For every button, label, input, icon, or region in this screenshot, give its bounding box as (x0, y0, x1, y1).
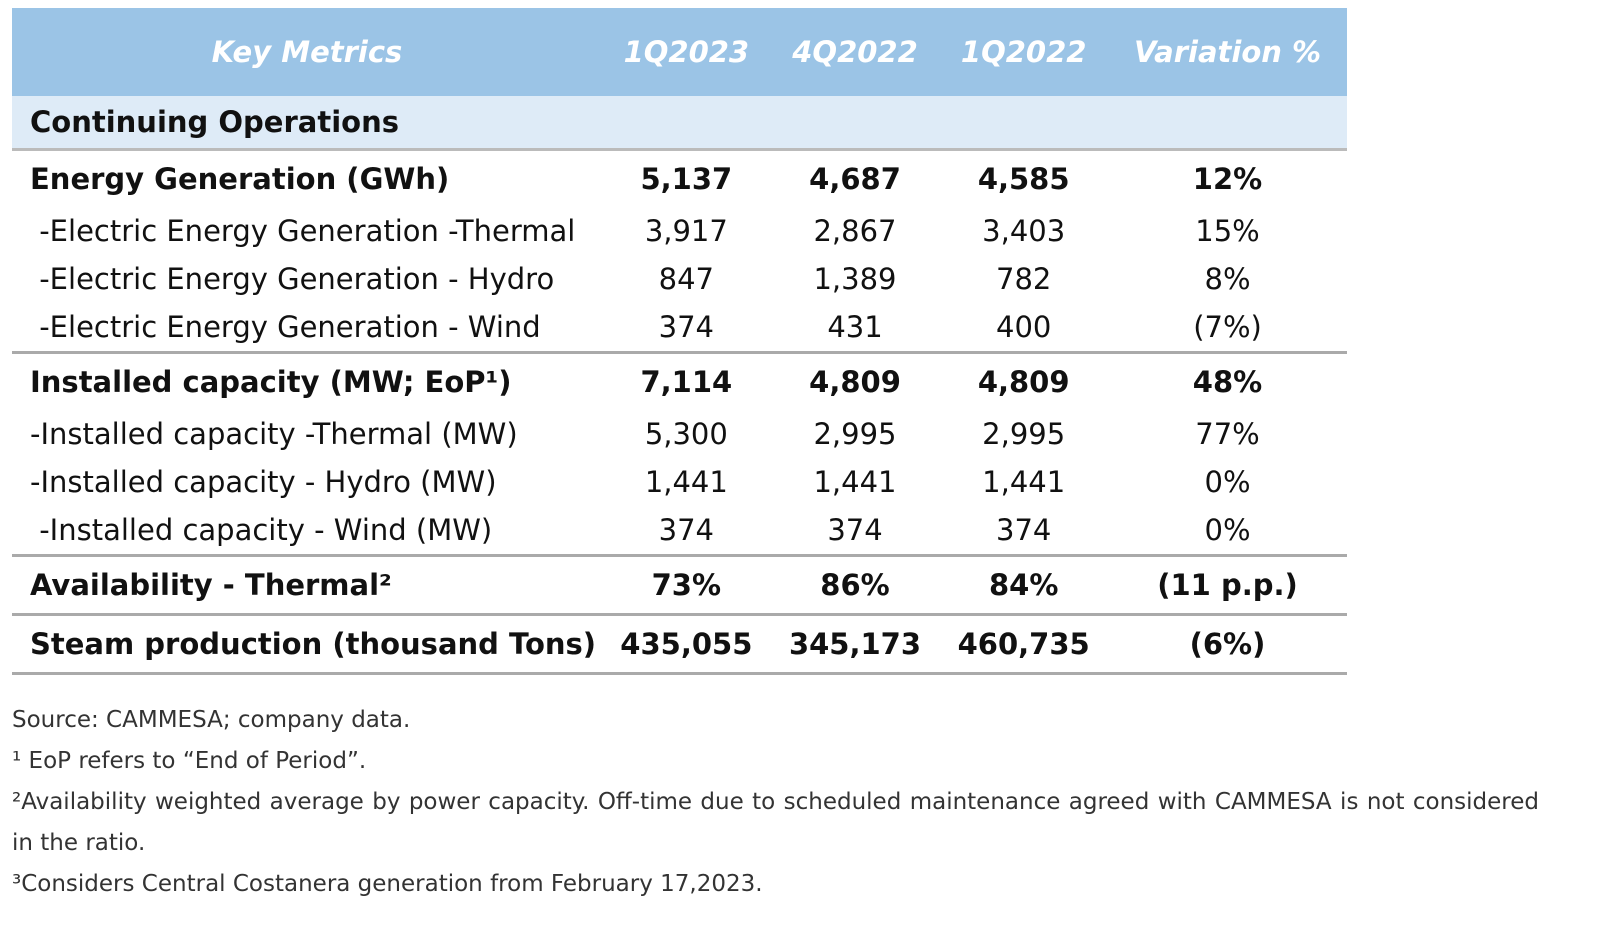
row-label: -Installed capacity - Wind (MW) (30, 513, 493, 547)
table-row: -Installed capacity - Wind (MW) 374 374 374… (12, 506, 1347, 556)
header-cell: 1Q2023 (602, 8, 771, 96)
table-body: Continuing Operations Energy Generation … (12, 96, 1347, 675)
row-label: Steam production (thousand Tons) (12, 613, 602, 675)
value-cell: 8% (1204, 262, 1251, 296)
value-cell: 4,687 (809, 162, 901, 196)
table-row: -Electric Energy Generation - Hydro 847 1,… (12, 255, 1347, 303)
footnote: ²Availability weighted average by power … (12, 789, 1539, 856)
header-cell: 1Q2022 (939, 8, 1109, 96)
value-cell: 4,809 (939, 351, 1109, 410)
row-label: -Electric Energy Generation -Thermal (30, 214, 576, 248)
value-cell: 374 (658, 310, 715, 344)
value-cell: (11 p.p.) (1108, 554, 1347, 615)
footnote: ³Considers Central Costanera generation … (12, 871, 763, 897)
value-cell: 345,173 (770, 613, 940, 675)
value-cell: 435,055 (602, 613, 771, 675)
value-cell: 431 (827, 310, 883, 344)
table-row: Availability - Thermal² 73% 86% 84% (11 p.p.… (12, 554, 1347, 615)
section-label: Continuing Operations (12, 96, 1347, 151)
value-cell: 2,867 (813, 214, 897, 248)
header-row: Key Metrics 1Q2023 4Q2022 1Q2022 Variation % (12, 8, 1347, 96)
row-label: -Electric Energy Generation - Hydro (30, 262, 555, 296)
value-cell: 15% (1195, 214, 1260, 248)
value-cell: 0% (1204, 513, 1251, 547)
row-label: -Installed capacity - Hydro (MW) (30, 465, 497, 499)
value-cell: 1,441 (644, 465, 728, 499)
value-cell: 400 (996, 310, 1052, 344)
table-row: -Installed capacity - Hydro (MW) 1,441 1,4… (12, 458, 1347, 506)
value-cell: 847 (658, 262, 715, 296)
value-cell: (7%) (1193, 310, 1262, 344)
value-cell: 0% (1204, 465, 1251, 499)
value-cell: 4,809 (770, 351, 940, 410)
header-cell: Variation % (1108, 8, 1347, 96)
header-cell: 4Q2022 (770, 8, 940, 96)
table-row: -Electric Energy Generation - Wind 374 431… (12, 303, 1347, 353)
value-cell: 5,137 (640, 162, 733, 196)
value-cell: 374 (996, 513, 1052, 547)
value-cell: (6%) (1108, 613, 1347, 675)
value-cell: 374 (827, 513, 883, 547)
value-cell: 12% (1192, 162, 1263, 196)
value-cell: 460,735 (939, 613, 1109, 675)
footnotes: Source: CAMMESA; company data. ¹ EoP refe… (12, 700, 1539, 905)
value-cell: 374 (658, 513, 715, 547)
value-cell: 84% (939, 554, 1109, 615)
table-row: -Electric Energy Generation -Thermal 3,91… (12, 207, 1347, 255)
value-cell: 86% (770, 554, 940, 615)
table-row: Installed capacity (MW; EoP¹) 7,114 4,809 4… (12, 351, 1347, 410)
row-label: -Electric Energy Generation - Wind (30, 310, 541, 344)
row-label: -Installed capacity -Thermal (MW) (30, 417, 518, 451)
row-label: Availability - Thermal² (12, 554, 602, 615)
value-cell: 1,389 (813, 262, 897, 296)
table-row: -Installed capacity -Thermal (MW) 5,300 2,… (12, 410, 1347, 458)
metrics-table: Key Metrics 1Q2023 4Q2022 1Q2022 Variation %… (12, 8, 1347, 675)
row-label: Energy Generation (GWh) (30, 162, 450, 196)
value-cell: 2,995 (813, 417, 897, 451)
value-cell: 4,585 (977, 162, 1070, 196)
footnote: Source: CAMMESA; company data. (12, 707, 411, 733)
value-cell: 5,300 (644, 417, 728, 451)
value-cell: 73% (602, 554, 771, 615)
footnote: ¹ EoP refers to “End of Period”. (12, 748, 367, 774)
value-cell: 1,441 (813, 465, 897, 499)
row-label: Installed capacity (MW; EoP¹) (12, 351, 602, 410)
value-cell: 782 (996, 262, 1052, 296)
value-cell: 77% (1195, 417, 1260, 451)
section-row: Continuing Operations (12, 96, 1347, 151)
value-cell: 2,995 (982, 417, 1066, 451)
value-cell: 3,403 (982, 214, 1066, 248)
header-cell: Key Metrics (12, 8, 602, 96)
value-cell: 7,114 (602, 351, 771, 410)
value-cell: 1,441 (982, 465, 1066, 499)
value-cell: 3,917 (644, 214, 728, 248)
value-cell: 48% (1108, 351, 1347, 410)
table-row: Energy Generation (GWh) 5,137 4,687 4,585 12… (12, 150, 1347, 208)
table-row: Steam production (thousand Tons) 435,055 3… (12, 613, 1347, 675)
